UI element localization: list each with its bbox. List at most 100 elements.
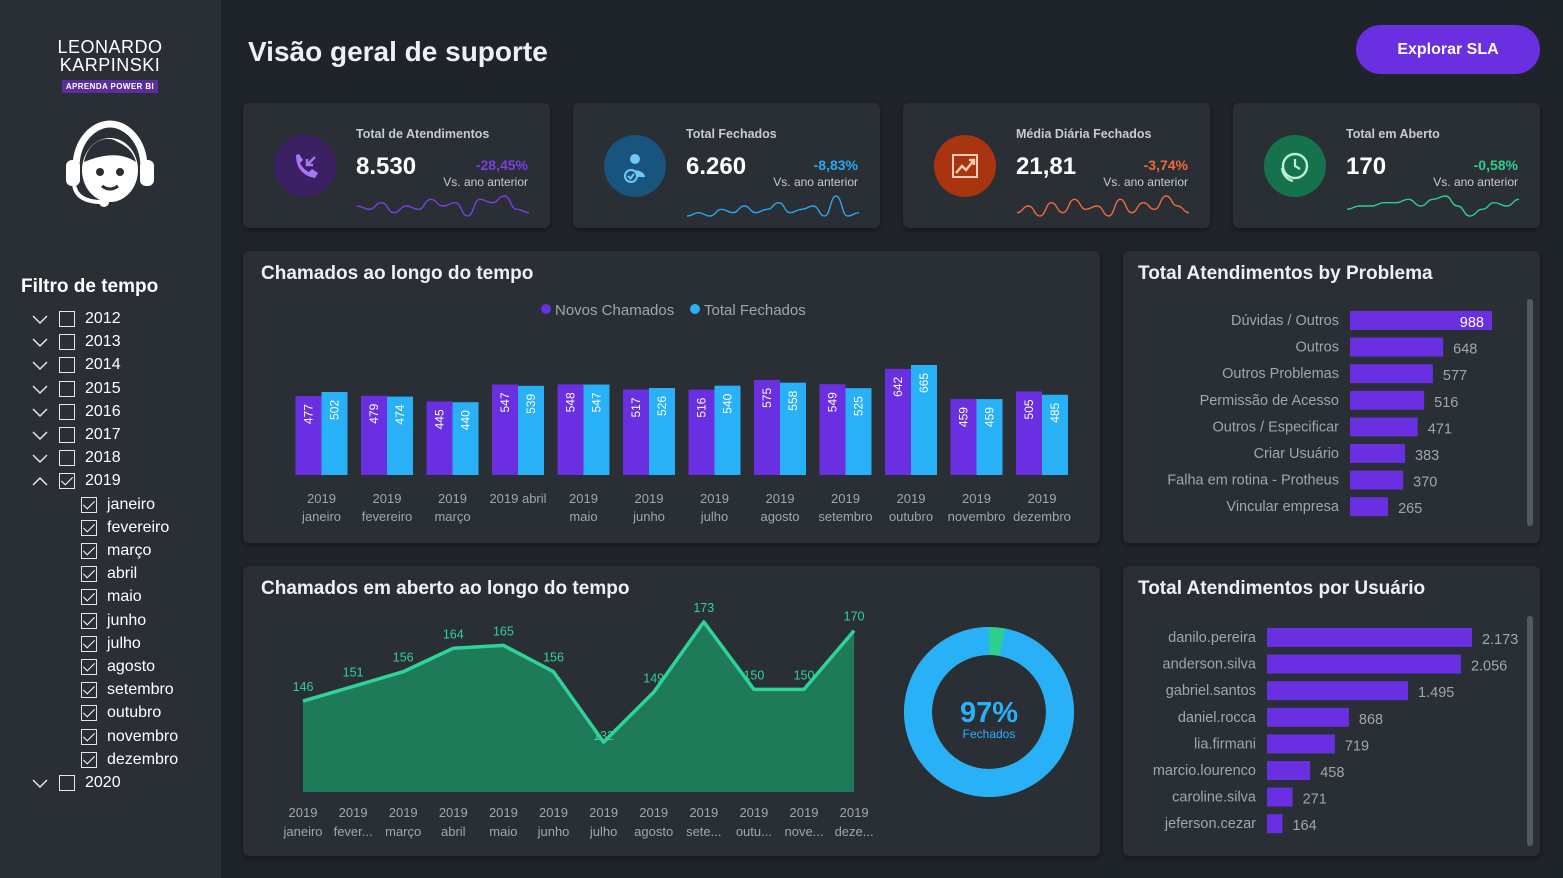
hbar-rect[interactable] [1350,497,1389,517]
checkbox[interactable] [81,612,97,629]
slicer-year-2012[interactable]: 2012 [31,308,121,330]
hbar-row[interactable]: caroline.silva 271 [1172,787,1327,808]
chevron-down-icon[interactable] [31,405,49,419]
bar-rect[interactable] [819,384,846,475]
checkbox[interactable] [81,728,97,745]
slicer-year-2018[interactable]: 2018 [31,447,121,469]
hbar-rect[interactable] [1267,628,1472,647]
bar-rect[interactable] [714,385,741,475]
checkbox[interactable] [59,427,75,443]
checkbox[interactable] [81,635,97,652]
bar-new[interactable]: 548 [557,384,584,475]
hbar-rect[interactable] [1350,390,1425,410]
checkbox[interactable] [59,473,75,490]
slicer-year-2015[interactable]: 2015 [31,378,121,400]
bar-rect[interactable] [426,401,453,475]
checkbox[interactable] [81,751,97,768]
hbar-rect[interactable] [1267,707,1349,727]
slicer-month-dezembro[interactable]: dezembro [81,749,178,771]
chevron-up-icon[interactable] [31,474,49,488]
hbar-rect[interactable] [1267,814,1283,834]
checkbox[interactable] [59,380,75,397]
donut-closed-segment[interactable] [904,626,1074,797]
checkbox[interactable] [59,334,75,351]
hbar-rect[interactable] [1350,364,1433,384]
slicer-month-outubro[interactable]: outubro [81,702,161,724]
hbar-rect[interactable] [1267,734,1335,754]
checkbox[interactable] [59,311,75,327]
checkbox[interactable] [59,403,75,420]
bar-new[interactable]: 642 [885,368,911,475]
explore-sla-button[interactable]: Explorar SLA [1356,25,1540,74]
bar-rect[interactable] [361,395,387,475]
bar-rect[interactable] [754,379,780,475]
chevron-down-icon[interactable] [31,312,49,326]
hbar-row[interactable]: Permissão de Acesso 516 [1200,390,1459,411]
hbar-rect[interactable] [1267,681,1409,701]
bar-rect[interactable] [649,387,675,475]
bar-closed[interactable]: 665 [911,365,937,475]
bar-rect[interactable] [295,396,322,475]
bar-new[interactable]: 547 [492,384,518,475]
bar-closed[interactable]: 525 [845,388,872,475]
hbar-rect[interactable] [1267,787,1293,807]
slicer-month-janeiro[interactable]: janeiro [81,494,155,516]
bar-closed[interactable]: 526 [649,387,675,475]
hbar-row[interactable]: Outros 648 [1295,337,1477,358]
bar-rect[interactable] [518,385,544,475]
slicer-year-2014[interactable]: 2014 [31,354,121,376]
bar-closed[interactable]: 547 [583,384,610,475]
bar-rect[interactable] [1042,394,1068,475]
hbar-rect[interactable] [1267,654,1461,674]
checkbox[interactable] [59,775,75,791]
slicer-year-2020[interactable]: 2020 [31,772,121,794]
bar-rect[interactable] [845,388,872,475]
bar-rect[interactable] [688,389,715,475]
hbar-row[interactable]: Criar Usuário 383 [1254,444,1440,464]
hbar-row[interactable]: danilo.pereira 2.173 [1168,628,1518,648]
chevron-down-icon[interactable] [31,428,49,442]
bar-rect[interactable] [950,399,977,475]
hbar-row[interactable]: gabriel.santos 1.495 [1166,681,1455,701]
checkbox[interactable] [59,357,75,374]
chevron-down-icon[interactable] [31,776,49,790]
bar-rect[interactable] [911,365,937,475]
closed-ratio-donut[interactable]: 97%Fechados [904,626,1074,797]
checkbox[interactable] [81,566,97,583]
bar-closed[interactable]: 502 [321,391,348,475]
bar-closed[interactable]: 474 [387,396,413,475]
checkbox[interactable] [81,496,97,513]
hbar-row[interactable]: marcio.lourenco 458 [1153,761,1345,781]
bar-rect[interactable] [1016,391,1042,475]
bar-new[interactable]: 549 [819,384,846,475]
checkbox[interactable] [81,519,97,536]
hbar-row[interactable]: Outros / Especificar 471 [1212,417,1452,437]
bar-rect[interactable] [623,389,649,475]
hbar-row[interactable]: Dúvidas / Outros 988 [1231,311,1492,331]
checkbox[interactable] [81,682,97,699]
bar-new[interactable]: 575 [754,379,780,475]
slicer-month-março[interactable]: março [81,540,151,562]
bar-new[interactable]: 445 [426,401,453,475]
bar-new[interactable]: 459 [950,399,977,475]
bar-rect[interactable] [583,384,610,475]
problem-scrollbar[interactable] [1527,299,1533,526]
hbar-rect[interactable] [1267,761,1311,780]
hbar-row[interactable]: daniel.rocca 868 [1178,707,1383,728]
chevron-down-icon[interactable] [31,382,49,396]
bar-new[interactable]: 477 [295,396,322,475]
slicer-year-2016[interactable]: 2016 [31,401,121,423]
slicer-year-2019[interactable]: 2019 [31,470,121,492]
bar-rect[interactable] [321,391,348,475]
slicer-month-fevereiro[interactable]: fevereiro [81,517,169,539]
hbar-rect[interactable] [1350,311,1492,330]
bar-new[interactable]: 516 [688,389,715,475]
slicer-month-julho[interactable]: julho [81,633,141,655]
bar-new[interactable]: 505 [1016,391,1042,475]
checkbox[interactable] [81,543,97,559]
hbar-row[interactable]: anderson.silva 2.056 [1163,654,1508,675]
slicer-year-2013[interactable]: 2013 [31,331,121,353]
hbar-rect[interactable] [1350,337,1444,357]
hbar-row[interactable]: lia.firmani 719 [1194,734,1369,754]
bar-rect[interactable] [387,396,413,475]
